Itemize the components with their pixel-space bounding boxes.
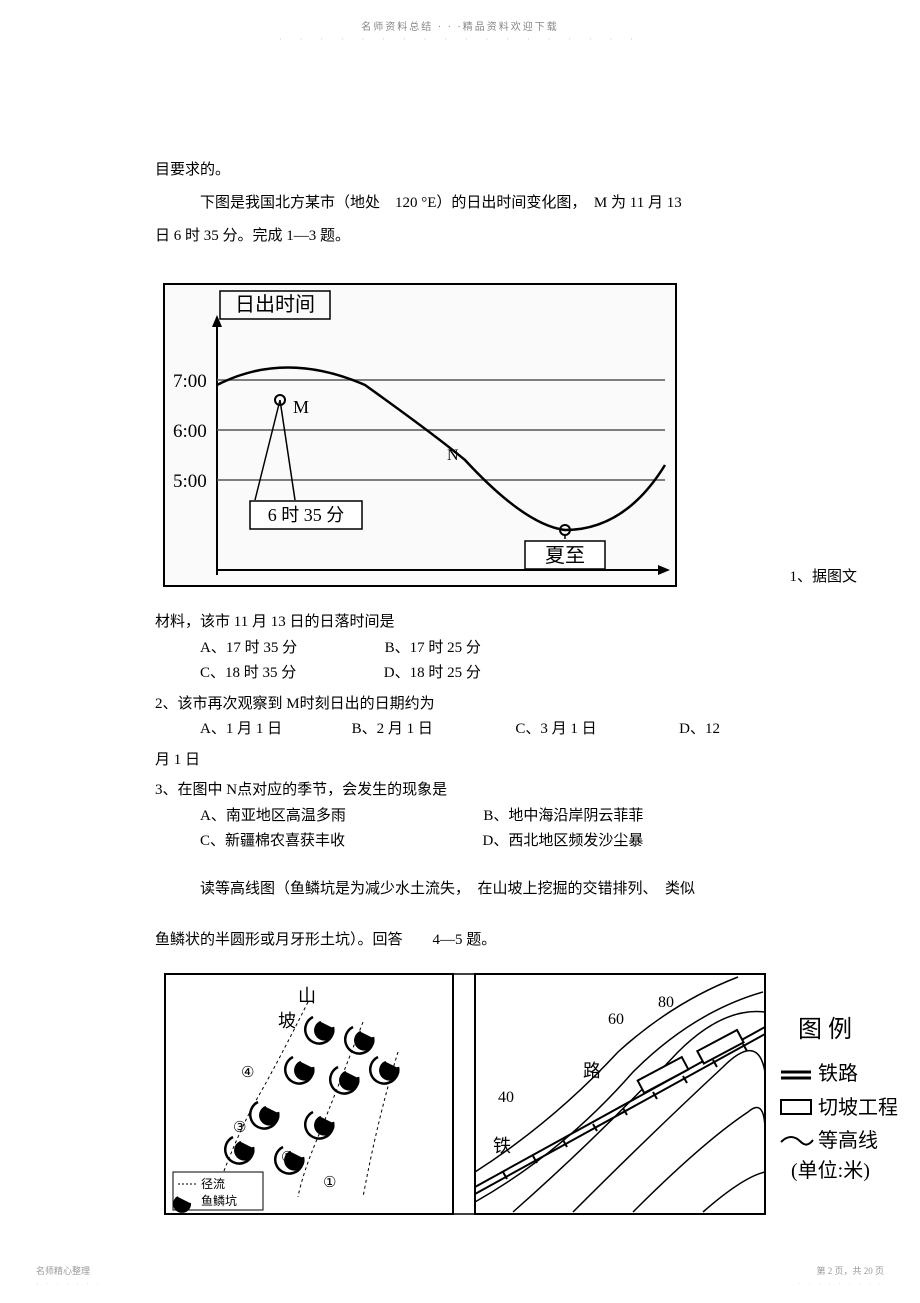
q1-optA: A、17 时 35 分 bbox=[200, 640, 297, 656]
q3-options-row2: C、新疆棉农喜获丰收 D、西北地区频发沙尘暴 bbox=[155, 829, 765, 855]
svg-text:(单位:米): (单位:米) bbox=[791, 1159, 870, 1182]
svg-text:6:00: 6:00 bbox=[173, 421, 207, 442]
svg-text:②: ② bbox=[281, 1150, 294, 1166]
svg-text:路: 路 bbox=[583, 1061, 601, 1081]
svg-text:图 例: 图 例 bbox=[798, 1016, 852, 1043]
q1-options-row2: C、18 时 35 分 D、18 时 25 分 bbox=[155, 661, 765, 687]
svg-text:切坡工程: 切坡工程 bbox=[818, 1096, 898, 1119]
page-header: 名师资料总结 · · ·精品资料欢迎下载 bbox=[0, 0, 920, 33]
q3-optD: D、西北地区频发沙尘暴 bbox=[483, 833, 644, 849]
intro-line3: 日 6 时 35 分。完成 1—3 题。 bbox=[155, 220, 765, 253]
svg-text:铁路: 铁路 bbox=[818, 1062, 858, 1085]
q3-line: 3、在图中 N点对应的季节，会发生的现象是 bbox=[155, 778, 765, 804]
svg-text:坡: 坡 bbox=[278, 1011, 296, 1031]
header-dots: · · · · · · · · · · · · · · · · · · bbox=[0, 35, 920, 44]
q1-line: 材料，该市 11 月 13 日的日落时间是 bbox=[155, 610, 765, 636]
svg-text:④: ④ bbox=[241, 1065, 254, 1081]
svg-text:N: N bbox=[447, 447, 459, 464]
figure2-svg: 山 坡 ④ ③ ② ① bbox=[163, 972, 903, 1222]
q2-optD: D、12 bbox=[679, 721, 720, 737]
q2-optB: B、2 月 1 日 bbox=[352, 721, 433, 737]
sunrise-chart: 日出时间 7:00 6:00 5:00 M bbox=[163, 283, 765, 600]
q3-options-row1: A、南亚地区高温多雨 B、地中海沿岸阴云菲菲 bbox=[155, 804, 765, 830]
svg-text:径流: 径流 bbox=[201, 1177, 225, 1191]
svg-text:日出时间: 日出时间 bbox=[235, 293, 315, 316]
header-title: 名师资料总结 · · ·精品资料欢迎下载 bbox=[361, 22, 559, 33]
svg-text:40: 40 bbox=[498, 1089, 514, 1106]
q1-optC: C、18 时 35 分 bbox=[200, 665, 296, 681]
q3-optB: B、地中海沿岸阴云菲菲 bbox=[483, 808, 643, 824]
q2-optA: A、1 月 1 日 bbox=[200, 721, 282, 737]
q1-optD: D、18 时 25 分 bbox=[384, 665, 481, 681]
q3-optC: C、新疆棉农喜获丰收 bbox=[200, 833, 345, 849]
q2-options: A、1 月 1 日 B、2 月 1 日 C、3 月 1 日 D、12 bbox=[155, 717, 765, 743]
svg-text:③: ③ bbox=[233, 1120, 246, 1136]
svg-text:7:00: 7:00 bbox=[173, 371, 207, 392]
intro2-line1: 读等高线图（鱼鳞坑是为减少水土流失， 在山坡上挖掘的交错排列、 类似 bbox=[155, 873, 765, 906]
intro-line1: 目要求的。 bbox=[155, 154, 765, 187]
footer-right: 第 2 页，共 20 页 bbox=[816, 1264, 884, 1277]
svg-text:5:00: 5:00 bbox=[173, 471, 207, 492]
contour-figure: 山 坡 ④ ③ ② ① bbox=[163, 972, 765, 1235]
svg-text:60: 60 bbox=[608, 1011, 624, 1028]
footer-left-dots: · · · · · · · bbox=[36, 1280, 102, 1288]
footer-right-dots: · · · · · · · · · bbox=[798, 1280, 884, 1288]
footer-left: 名师精心整理 bbox=[36, 1264, 90, 1277]
q3-optA: A、南亚地区高温多雨 bbox=[200, 808, 346, 824]
svg-text:夏至: 夏至 bbox=[545, 545, 585, 567]
q1-prefix: 1、据图文 bbox=[789, 561, 857, 594]
main-content: 目要求的。 下图是我国北方某市（地处 120 °E）的日出时间变化图， M 为 … bbox=[0, 44, 920, 1235]
svg-text:6 时 35 分: 6 时 35 分 bbox=[268, 505, 345, 525]
q2-line: 2、该市再次观察到 M时刻日出的日期约为 bbox=[155, 692, 765, 718]
intro-line2: 下图是我国北方某市（地处 120 °E）的日出时间变化图， M 为 11 月 1… bbox=[155, 187, 765, 220]
q2-optD2: 月 1 日 bbox=[155, 748, 765, 774]
q1-optB: B、17 时 25 分 bbox=[385, 640, 481, 656]
q1-options-row1: A、17 时 35 分 B、17 时 25 分 bbox=[155, 636, 765, 662]
intro2-line2: 鱼鳞状的半圆形或月牙形土坑）。回答 4—5 题。 bbox=[155, 924, 765, 957]
svg-text:①: ① bbox=[323, 1175, 336, 1191]
svg-text:80: 80 bbox=[658, 994, 674, 1011]
svg-text:鱼鳞坑: 鱼鳞坑 bbox=[201, 1193, 237, 1208]
svg-text:铁: 铁 bbox=[493, 1136, 511, 1156]
chart-svg: 日出时间 7:00 6:00 5:00 M bbox=[165, 285, 675, 585]
svg-text:M: M bbox=[293, 397, 309, 417]
svg-text:等高线: 等高线 bbox=[818, 1129, 878, 1152]
q2-optC: C、3 月 1 日 bbox=[515, 721, 596, 737]
